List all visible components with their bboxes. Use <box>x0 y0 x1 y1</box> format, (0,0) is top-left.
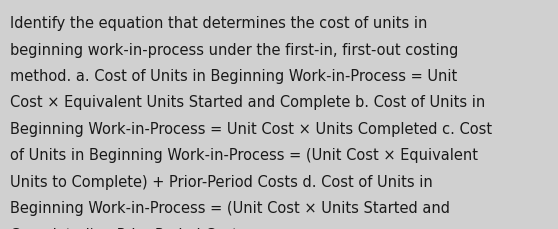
Text: Cost × Equivalent Units Started and Complete b. Cost of Units in: Cost × Equivalent Units Started and Comp… <box>10 95 485 110</box>
Text: Completed) + Prior-Period Costs: Completed) + Prior-Period Costs <box>10 227 246 229</box>
Text: Beginning Work-in-Process = (Unit Cost × Units Started and: Beginning Work-in-Process = (Unit Cost ×… <box>10 200 450 215</box>
Text: Identify the equation that determines the cost of units in: Identify the equation that determines th… <box>10 16 427 31</box>
Text: Units to Complete) + Prior-Period Costs d. Cost of Units in: Units to Complete) + Prior-Period Costs … <box>10 174 433 189</box>
Text: of Units in Beginning Work-in-Process = (Unit Cost × Equivalent: of Units in Beginning Work-in-Process = … <box>10 148 478 163</box>
Text: beginning work-in-process under the first-in, first-out costing: beginning work-in-process under the firs… <box>10 42 459 57</box>
Text: method. a. Cost of Units in Beginning Work-in-Process = Unit: method. a. Cost of Units in Beginning Wo… <box>10 69 458 84</box>
Text: Beginning Work-in-Process = Unit Cost × Units Completed c. Cost: Beginning Work-in-Process = Unit Cost × … <box>10 121 492 136</box>
